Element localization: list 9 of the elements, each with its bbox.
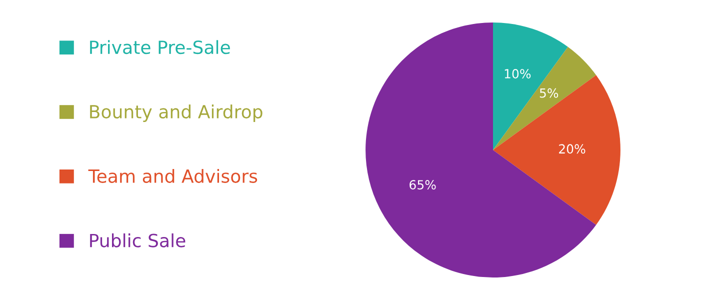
pie-slice [366,22,596,278]
legend-label: Public Sale [90,233,186,248]
data-label: 5% [540,88,558,98]
data-label: 10% [504,69,531,78]
legend-label: Team and Advisors [88,168,258,183]
data-label: 65% [410,180,436,190]
legend-label: Private Pre-Sale [90,40,230,54]
legend-label: Bounty and Airdrop [90,104,262,122]
data-label: 20% [559,144,586,154]
